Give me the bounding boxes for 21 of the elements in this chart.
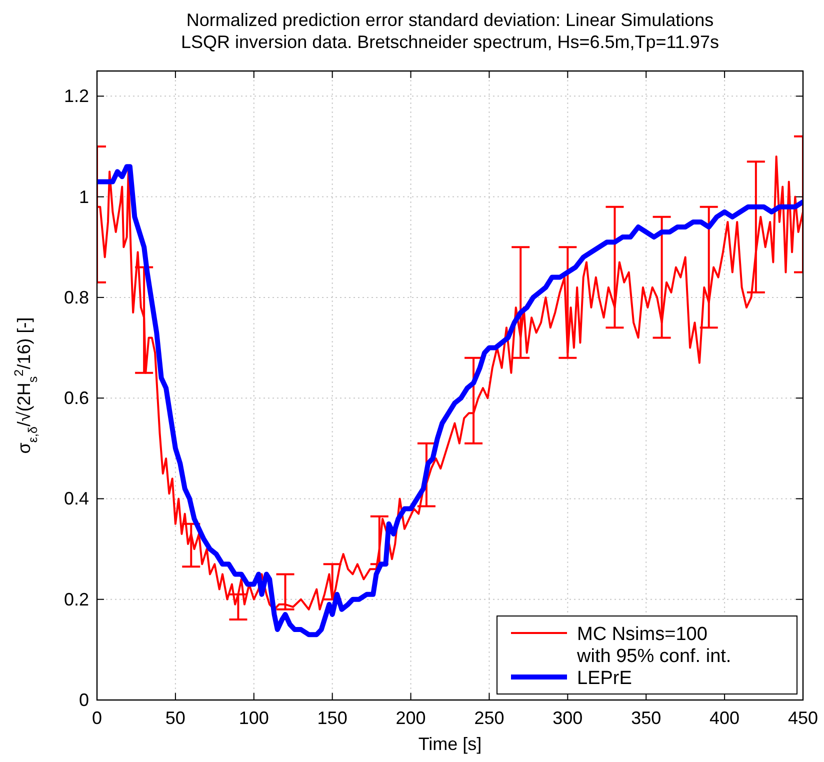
x-tick-label: 100 bbox=[238, 708, 269, 728]
y-tick-label: 0.8 bbox=[64, 287, 89, 308]
y-tick-label: 0 bbox=[78, 690, 89, 710]
y-tick-label: 0.4 bbox=[64, 488, 89, 509]
x-tick-label: 250 bbox=[474, 708, 504, 728]
x-tick-label: 50 bbox=[165, 708, 186, 728]
chart-title: Normalized prediction error standard deviation: Linear Simulations LSQR inversion data. Bretschneider spectrum, Hs=6.5m,Tp=11.97s bbox=[181, 10, 719, 52]
y-tick-label: 1 bbox=[78, 186, 89, 207]
y-tick-label: 0.2 bbox=[64, 589, 89, 610]
x-axis-title: Time [s] bbox=[418, 734, 482, 754]
y-tick-label: 1.2 bbox=[64, 86, 89, 106]
x-tick-label: 0 bbox=[92, 708, 102, 728]
x-tick-label: 300 bbox=[552, 708, 583, 728]
x-tick-label: 150 bbox=[317, 708, 348, 728]
x-tick-label: 450 bbox=[788, 708, 818, 728]
x-tick-label: 200 bbox=[396, 708, 426, 728]
y-tick-label: 0.6 bbox=[64, 388, 89, 408]
x-tick-label: 350 bbox=[631, 708, 662, 728]
legend-label: MC Nsims=100 with 95% conf. int. bbox=[576, 624, 732, 667]
legend-label: LEPrE bbox=[577, 668, 632, 689]
x-tick-label: 400 bbox=[710, 708, 740, 728]
